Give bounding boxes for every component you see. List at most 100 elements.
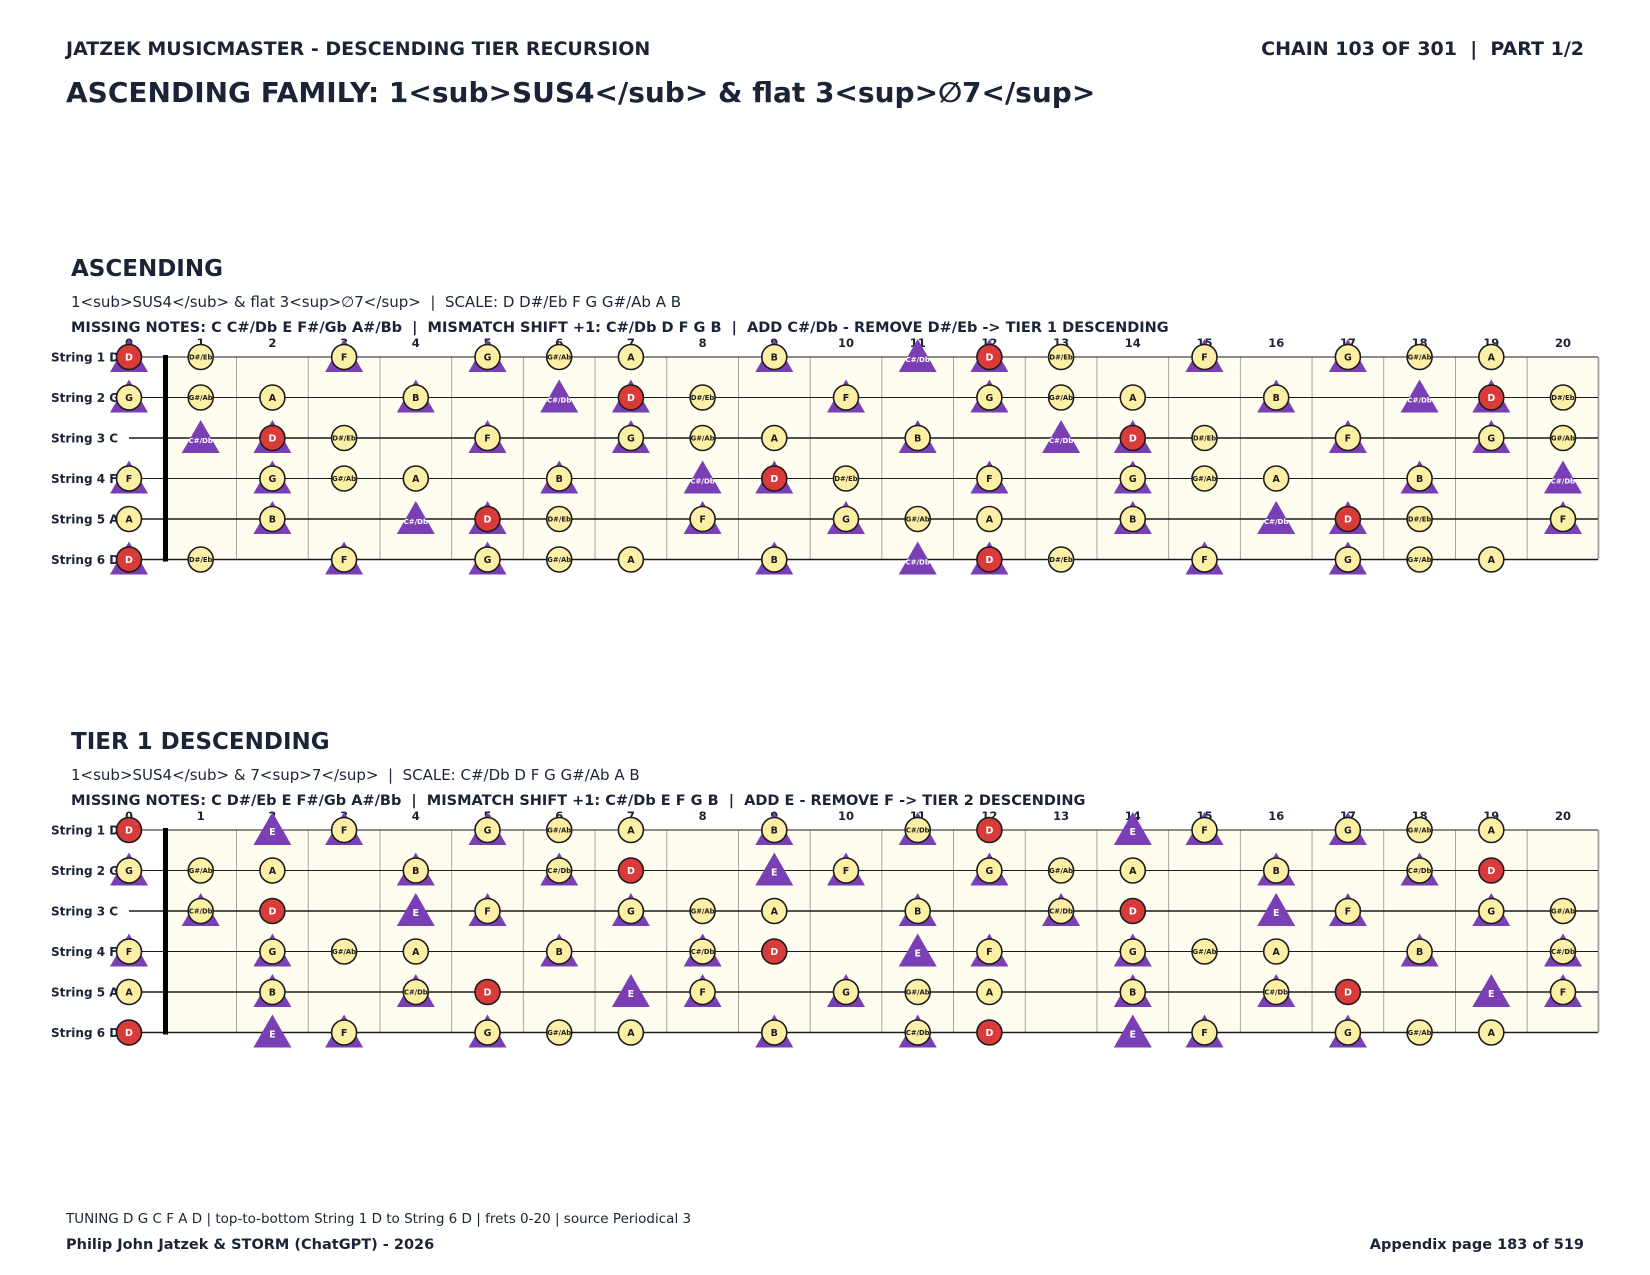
scale-note-marker xyxy=(904,424,932,452)
scale-note-marker xyxy=(1047,546,1075,573)
note-label: A xyxy=(627,1028,635,1039)
scale-note-marker xyxy=(187,343,214,371)
triangle-note-label: E xyxy=(1130,827,1137,838)
note-label: G#/Ab xyxy=(547,354,571,362)
scale-note-marker xyxy=(259,857,286,884)
scale-note-marker xyxy=(1549,424,1577,452)
scale-note-marker xyxy=(259,505,286,533)
note-label: G#/Ab xyxy=(1408,556,1432,564)
scale-note-marker xyxy=(474,816,501,844)
root-note-marker xyxy=(259,424,286,452)
note-label: C#/Db xyxy=(906,827,930,835)
scale-note-marker xyxy=(1406,343,1433,371)
note-label: D xyxy=(770,947,778,958)
note-label: G#/Ab xyxy=(1193,948,1217,956)
scale-note-marker xyxy=(330,546,358,573)
note-label: A xyxy=(125,988,133,999)
header-left: JATZEK MUSICMASTER - DESCENDING TIER REC… xyxy=(66,38,651,60)
note-label: D#/Eb xyxy=(332,435,355,443)
note-label: F xyxy=(1345,434,1352,445)
scale-note-marker xyxy=(545,465,573,492)
note-label: G xyxy=(1129,947,1137,958)
note-label: G xyxy=(484,826,492,837)
note-label: D xyxy=(627,866,635,877)
root-note-marker xyxy=(259,897,286,925)
root-note-marker xyxy=(1119,424,1147,452)
scale-note-marker xyxy=(1406,505,1433,533)
scale-note-marker xyxy=(976,857,1003,884)
note-label: D xyxy=(1344,988,1352,999)
scale-triangle-marker xyxy=(1544,460,1582,494)
note-label: G#/Ab xyxy=(1408,827,1432,835)
scale-triangle-marker xyxy=(181,420,220,453)
section-title: ASCENDING xyxy=(71,256,223,282)
scale-note-marker xyxy=(187,546,214,573)
scale-note-marker xyxy=(760,343,788,371)
fret-number: 2 xyxy=(268,336,276,350)
note-label: A xyxy=(1488,555,1496,566)
note-label: D#/Eb xyxy=(548,516,571,524)
scale-note-marker xyxy=(330,343,358,371)
root-note-marker xyxy=(617,384,645,411)
scale-note-marker xyxy=(617,343,645,371)
note-label: A xyxy=(125,515,133,526)
fret-number: 6 xyxy=(555,809,563,823)
note-label: D xyxy=(484,515,492,526)
root-note-marker xyxy=(1478,857,1505,884)
scale-note-marker xyxy=(545,938,573,965)
note-label: F xyxy=(484,434,491,445)
note-label: D xyxy=(770,474,778,485)
note-label: B xyxy=(269,988,276,999)
note-label: G xyxy=(268,474,276,485)
note-label: G xyxy=(1487,907,1495,918)
fret-number: 4 xyxy=(412,809,420,823)
note-label: D#/Eb xyxy=(1193,435,1216,443)
note-label: D#/Eb xyxy=(1049,354,1072,362)
scale-note-marker xyxy=(1119,978,1147,1006)
fret-number: 4 xyxy=(412,336,420,350)
scale-note-marker xyxy=(760,897,788,925)
note-label: F xyxy=(699,988,706,999)
section-missing-notes: MISSING NOTES: C C#/Db E F#/Gb A#/Bb | M… xyxy=(71,320,1169,336)
section-title: TIER 1 DESCENDING xyxy=(71,729,330,755)
scale-note-marker xyxy=(760,546,788,573)
note-label: G xyxy=(985,393,993,404)
scale-note-marker xyxy=(1191,343,1218,371)
string-label: String 4 F xyxy=(51,472,117,486)
note-label: A xyxy=(627,555,635,566)
scale-triangle-marker xyxy=(396,893,435,926)
note-label: A xyxy=(1488,353,1496,364)
scale-note-marker xyxy=(689,424,716,452)
scale-note-marker xyxy=(115,857,143,884)
scale-triangle-marker xyxy=(898,541,937,575)
scale-triangle-marker xyxy=(898,933,937,967)
triangle-note-label: C#/Db xyxy=(1264,518,1288,526)
note-label: F xyxy=(1201,826,1208,837)
note-label: F xyxy=(1560,988,1567,999)
note-label: F xyxy=(1201,353,1208,364)
scale-note-marker xyxy=(832,505,860,533)
scale-note-marker xyxy=(1119,384,1147,411)
note-label: G xyxy=(842,515,850,526)
scale-note-marker xyxy=(904,897,932,925)
note-label: G#/Ab xyxy=(1551,908,1575,916)
scale-note-marker xyxy=(474,343,501,371)
note-label: C#/Db xyxy=(404,989,428,997)
scale-note-marker xyxy=(115,505,143,533)
scale-note-marker xyxy=(115,465,143,492)
note-label: D#/Eb xyxy=(189,354,212,362)
footer-author: Philip John Jatzek & STORM (ChatGPT) - 2… xyxy=(66,1237,435,1253)
fret-number: 16 xyxy=(1268,336,1284,350)
scale-note-marker xyxy=(259,384,286,411)
note-label: F xyxy=(986,947,993,958)
scale-note-marker xyxy=(330,465,358,492)
scale-note-marker xyxy=(1119,857,1147,884)
section-subtitle: 1<sub>SUS4</sub> & flat 3<sup>∅7</sup> |… xyxy=(71,293,682,311)
root-note-marker xyxy=(760,465,788,492)
scale-note-marker xyxy=(1191,1019,1218,1046)
scale-note-marker xyxy=(259,978,286,1006)
note-label: A xyxy=(1488,826,1496,837)
scale-note-marker xyxy=(1406,857,1433,884)
scale-note-marker xyxy=(1549,938,1577,965)
scale-note-marker xyxy=(474,1019,501,1046)
